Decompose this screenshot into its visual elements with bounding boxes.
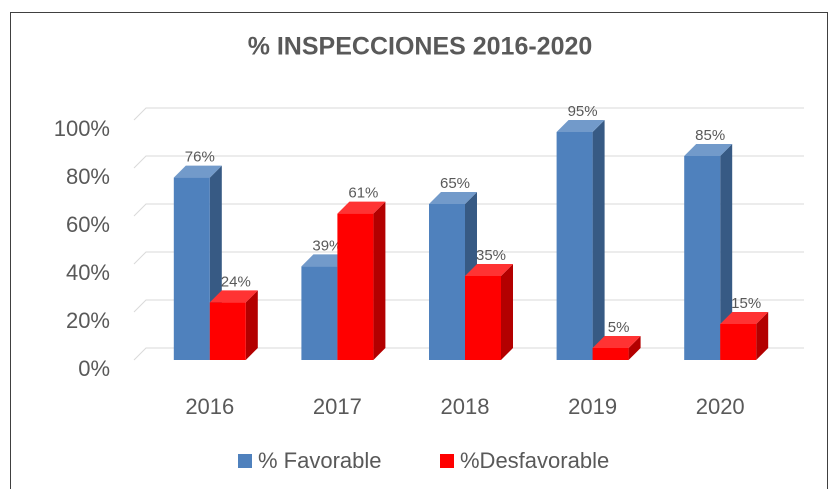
bar	[173, 177, 210, 360]
x-tick-label: 2019	[568, 394, 617, 419]
data-label: 85%	[695, 127, 725, 144]
bar	[429, 204, 465, 360]
bar-side	[628, 336, 641, 360]
bar-top	[684, 144, 733, 156]
data-label: 61%	[348, 185, 378, 202]
y-tick-label: 80%	[66, 164, 110, 189]
y-tick-label: 60%	[66, 212, 110, 237]
x-tick-label: 2016	[185, 394, 234, 419]
y-tick-label: 100%	[54, 116, 110, 141]
x-tick-label: 2017	[313, 394, 362, 419]
bar-side	[756, 312, 769, 360]
legend-label: %Desfavorable	[460, 448, 609, 473]
bar-top	[209, 290, 258, 303]
chart-title: % INSPECCIONES 2016-2020	[248, 33, 593, 61]
data-label: 95%	[568, 103, 598, 120]
bar	[720, 324, 757, 360]
bar-top	[592, 336, 641, 348]
bar	[592, 348, 629, 360]
legend-swatch	[238, 454, 252, 468]
data-label: 35%	[476, 247, 506, 264]
bar	[209, 302, 246, 360]
bar	[301, 266, 338, 360]
data-label: 15%	[731, 295, 761, 312]
bar-top	[173, 165, 222, 178]
bar-top	[429, 192, 477, 204]
legend-swatch	[440, 454, 454, 468]
legend-label: % Favorable	[258, 448, 382, 473]
bar	[337, 213, 374, 360]
bar-side	[501, 264, 513, 360]
bar-side	[720, 144, 733, 360]
data-label: 76%	[185, 149, 215, 166]
data-label: 65%	[440, 175, 470, 192]
x-tick-label: 2018	[441, 394, 490, 419]
bar-top	[556, 120, 605, 132]
data-label: 24%	[221, 273, 251, 290]
data-label: 39%	[312, 237, 342, 254]
bar	[684, 156, 721, 360]
bar-top	[720, 312, 769, 324]
data-label: 5%	[608, 319, 630, 336]
grid-line	[133, 107, 804, 121]
bar-top	[337, 201, 386, 214]
x-tick-label: 2020	[696, 394, 745, 419]
y-tick-label: 40%	[66, 260, 110, 285]
bar	[556, 132, 593, 360]
bar	[465, 276, 501, 360]
y-tick-label: 0%	[78, 356, 110, 381]
bar-top	[465, 264, 513, 276]
y-tick-label: 20%	[66, 308, 110, 333]
bar-side	[373, 201, 386, 360]
bar-side	[592, 120, 605, 360]
bar-side	[245, 290, 258, 360]
